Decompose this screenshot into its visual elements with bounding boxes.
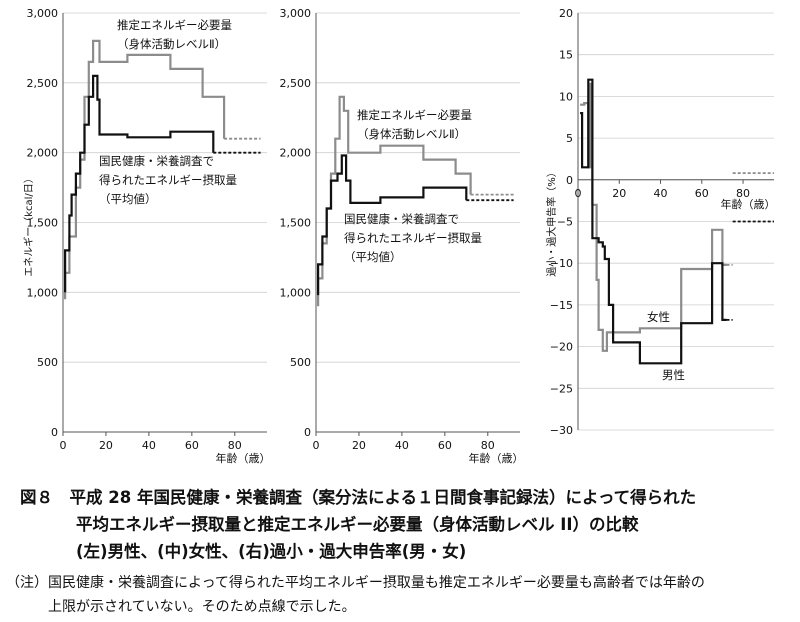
y-axis-label: エネルギー（kcal/日） <box>23 173 35 277</box>
x-tick-label: 0 <box>60 439 67 452</box>
annotation-label: 国民健康・栄養調査で <box>344 212 459 226</box>
y-tick-label: 10 <box>559 90 573 103</box>
x-tick-label: 20 <box>99 439 113 452</box>
x-tick-label: 0 <box>313 439 320 452</box>
y-tick-label: −30 <box>550 424 573 437</box>
x-axis-label: 年齢（歳） <box>721 197 776 211</box>
caption-title-line-1: 図８ 平成 28 年国民健康・栄養調査（案分法による１日間食事記録法）によって得… <box>20 488 697 507</box>
y-tick-label: 1,000 <box>280 286 312 299</box>
x-tick-label: 0 <box>575 187 582 200</box>
y-tick-label: 20 <box>559 7 573 20</box>
y-tick-label: 1,500 <box>27 217 59 230</box>
caption-note-line-1: （注）国民健康・栄養調査によって得られた平均エネルギー摂取量も推定エネルギー必要… <box>6 575 705 591</box>
y-tick-label: 1,500 <box>280 217 312 230</box>
x-tick-label: 40 <box>395 439 409 452</box>
annotation-label: 推定エネルギー必要量 <box>117 18 232 32</box>
chart-panel-left: 0 500 1,000 1,500 2,000 2,500 3,000 0 20 40 60 80 エネ… <box>23 7 271 465</box>
x-tick-label: 20 <box>612 187 626 200</box>
y-tick-label: 2,500 <box>280 77 312 90</box>
y-tick-label: −10 <box>550 257 573 270</box>
x-tick-label: 60 <box>438 439 452 452</box>
annotation-label: 推定エネルギー必要量 <box>357 108 472 122</box>
x-tick-label: 20 <box>352 439 366 452</box>
chart-panel-right: −30 −25 −20 −15 −10 −5 0 5 10 15 20 0 20 40 60 80 過小・過大申… <box>545 7 776 437</box>
series-line <box>580 78 727 365</box>
caption-title-line-3: (左)男性、(中)女性、(右)過小・過大申告率(男・女) <box>76 542 467 561</box>
y-tick-label: 5 <box>566 132 573 145</box>
y-tick-label: 500 <box>290 356 311 369</box>
annotation-label: （身体活動レベルⅡ） <box>117 37 226 51</box>
y-tick-label: 1,000 <box>27 286 59 299</box>
y-tick-label: 2,500 <box>27 77 59 90</box>
x-tick-label: 80 <box>228 439 242 452</box>
series-line <box>63 74 215 293</box>
annotation-label: 得られたエネルギー摂取量 <box>99 173 237 187</box>
y-tick-label: −5 <box>557 216 573 229</box>
series-line <box>63 39 226 300</box>
chart-panel-middle: 0 500 1,000 1,500 2,000 2,500 3,000 0 20 40 60 80年齢… <box>280 7 524 465</box>
annotation-label: （平均値） <box>99 192 157 206</box>
y-tick-label: 2,000 <box>27 147 59 160</box>
caption-title-line-2: 平均エネルギー摂取量と推定エネルギー必要量（身体活動レベル II）の比較 <box>76 515 639 534</box>
y-tick-label: 2,000 <box>280 147 312 160</box>
series-line <box>317 95 472 307</box>
x-tick-label: 40 <box>142 439 156 452</box>
y-tick-label: 0 <box>566 174 573 187</box>
x-tick-label: 40 <box>654 187 668 200</box>
annotation-label: （平均値） <box>344 250 402 264</box>
x-tick-label: 80 <box>481 439 495 452</box>
caption-note-line-2: 上限が示されていない。そのため点線で示した。 <box>48 599 356 615</box>
series-line <box>317 154 468 296</box>
y-tick-label: 15 <box>559 49 573 62</box>
y-tick-label: 3,000 <box>27 7 59 20</box>
annotation-label: 得られたエネルギー摂取量 <box>344 231 482 245</box>
annotation-label: 女性 <box>647 310 670 324</box>
annotation-label: （身体活動レベルⅡ） <box>357 127 466 141</box>
annotation-label: 男性 <box>662 368 685 382</box>
y-tick-label: 3,000 <box>280 7 312 20</box>
annotation-label: 国民健康・栄養調査で <box>99 154 214 168</box>
x-tick-label: 60 <box>185 439 199 452</box>
x-axis-label: 年齢（歳） <box>469 451 524 465</box>
y-axis-label: 過小・過大申告率（%） <box>545 167 558 277</box>
y-tick-label: 0 <box>304 426 311 439</box>
y-tick-label: −25 <box>550 382 573 395</box>
x-tick-label: 60 <box>695 187 709 200</box>
x-axis-label: 年齢（歳） <box>216 451 271 465</box>
y-tick-label: 0 <box>51 426 58 439</box>
y-tick-label: −15 <box>550 299 573 312</box>
x-tick-label: 80 <box>736 187 750 200</box>
y-tick-label: 500 <box>37 356 58 369</box>
y-tick-label: −20 <box>550 341 573 354</box>
